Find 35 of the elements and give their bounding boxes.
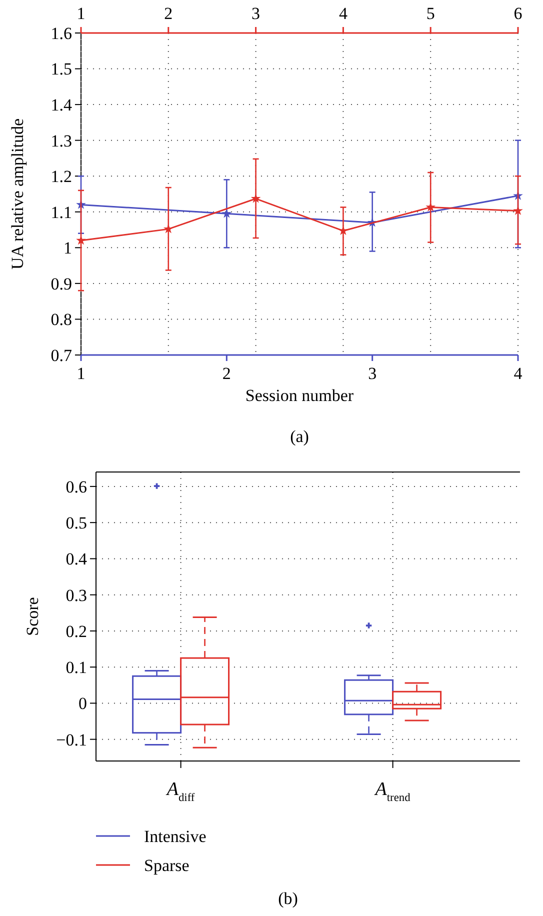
y-tick-label: 0.6 xyxy=(66,477,87,496)
x2-tick-label: 2 xyxy=(164,4,173,23)
y-tick-label: 1.4 xyxy=(50,96,72,115)
y-tick-label: 0.3 xyxy=(66,586,87,605)
y-tick-label: 1.3 xyxy=(50,131,72,150)
y-tick-label: 1.1 xyxy=(50,202,72,222)
x2-tick-label: 3 xyxy=(252,4,260,23)
y-tick-label: 0.1 xyxy=(66,658,87,678)
y-tick-label: 0 xyxy=(78,694,87,714)
x-tick-label: 4 xyxy=(514,364,523,383)
y-tick-label: 0.5 xyxy=(66,514,87,533)
x-tick-label: A$_{trend}$ xyxy=(373,779,411,804)
x2-tick-label: 6 xyxy=(514,4,522,23)
x2-tick-label: 4 xyxy=(338,4,348,23)
text: (a) xyxy=(290,427,309,446)
x-tick-label: 3 xyxy=(368,364,377,383)
y-axis-title: UA relative amplitude xyxy=(8,118,27,270)
y-axis-title: Score xyxy=(23,597,42,636)
legend-label: Intensive xyxy=(144,826,206,846)
y-tick-label: 0.7 xyxy=(50,346,72,365)
y-tick-label: 0.8 xyxy=(50,310,72,330)
x-tick-label: A$_{diff}$ xyxy=(164,779,195,804)
y-tick-label: 0.2 xyxy=(66,622,87,641)
x-tick-label: 2 xyxy=(222,364,231,383)
y-tick-label: 1.6 xyxy=(50,24,72,43)
legend-label: Sparse xyxy=(144,856,190,875)
y-tick-label: 0.9 xyxy=(50,274,72,294)
y-tick-label: 1 xyxy=(64,238,72,258)
y-tick-label: 1.2 xyxy=(50,167,72,186)
y-tick-label: 1.5 xyxy=(50,60,72,79)
x2-tick-label: 5 xyxy=(426,4,435,23)
y-tick-label: 0.4 xyxy=(66,550,88,569)
x-axis-title: Session number xyxy=(245,386,354,405)
y-tick-label: −0.1 xyxy=(56,730,87,750)
text: (b) xyxy=(278,889,298,908)
